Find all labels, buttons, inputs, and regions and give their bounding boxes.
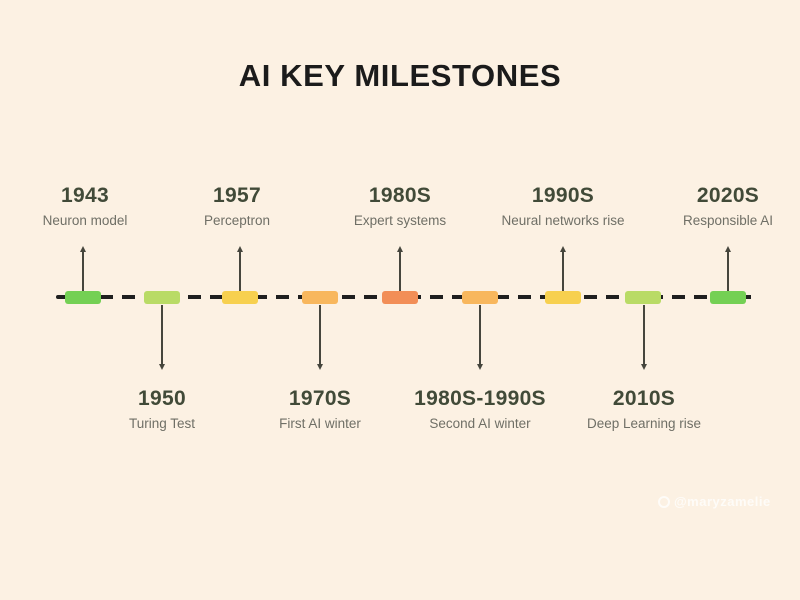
arrow-up-connector	[397, 246, 403, 291]
arrow-down-connector	[641, 305, 647, 370]
milestone-label: Neural networks rise	[501, 213, 625, 228]
milestone-label: Expert systems	[353, 213, 447, 228]
milestone-bottom-1950: 1950 Turing Test	[129, 387, 195, 431]
timeline-segment	[625, 291, 661, 304]
milestone-label: Deep Learning rise	[586, 416, 702, 431]
timeline-segment	[65, 291, 101, 304]
milestone-year: 2010S	[612, 387, 676, 410]
milestone-year: 2020S	[696, 184, 760, 207]
arrow-up-connector	[237, 246, 243, 291]
milestone-year: 1943	[61, 184, 109, 207]
milestone-year: 1980S-1990S	[414, 387, 546, 410]
timeline-segment	[462, 291, 498, 304]
arrow-down-connector	[317, 305, 323, 370]
watermark-logo-icon	[658, 495, 670, 508]
arrow-up-connector	[560, 246, 566, 291]
milestone-label: Perceptron	[203, 213, 271, 228]
timeline-segment	[382, 291, 418, 304]
milestone-year: 1950	[138, 387, 186, 410]
milestone-top-1980s: 1980S Expert systems	[354, 184, 446, 228]
arrow-up-connector	[80, 246, 86, 291]
milestone-top-1957: 1957 Perceptron	[204, 184, 270, 228]
milestone-label: First AI winter	[279, 416, 361, 431]
arrow-up-connector	[725, 246, 731, 291]
watermark-text: @maryzamelie	[674, 494, 771, 509]
timeline-segment	[545, 291, 581, 304]
milestone-top-1943: 1943 Neuron model	[43, 184, 128, 228]
arrow-down-connector	[159, 305, 165, 370]
milestone-bottom-2010s: 2010S Deep Learning rise	[587, 387, 701, 431]
milestone-year: 1980S	[368, 184, 432, 207]
milestone-label: Responsible AI	[682, 213, 774, 228]
milestone-year: 1957	[213, 184, 261, 207]
timeline-segment	[302, 291, 338, 304]
milestone-label: Neuron model	[42, 213, 128, 228]
page-title: AI KEY MILESTONES	[238, 58, 562, 93]
timeline-segment	[710, 291, 746, 304]
milestone-year: 1990S	[531, 184, 595, 207]
watermark: @maryzamelie	[658, 494, 771, 509]
milestone-top-1990s: 1990S Neural networks rise	[501, 184, 624, 228]
timeline-segment	[222, 291, 258, 304]
milestone-top-2020s: 2020S Responsible AI	[683, 184, 773, 228]
arrow-down-connector	[477, 305, 483, 370]
milestone-bottom-1980s-1990s: 1980S-1990S Second AI winter	[414, 387, 546, 431]
milestone-year: 1970S	[288, 387, 352, 410]
milestone-label: Second AI winter	[429, 416, 531, 431]
milestone-label: Turing Test	[128, 416, 196, 431]
timeline-segment	[144, 291, 180, 304]
milestone-bottom-1970s: 1970S First AI winter	[279, 387, 361, 431]
